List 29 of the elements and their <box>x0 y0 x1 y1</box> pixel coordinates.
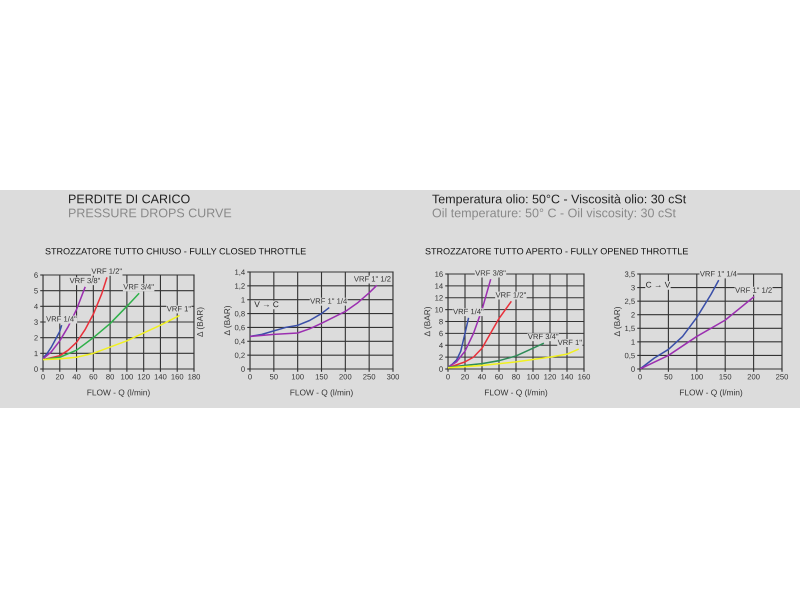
line-series <box>43 286 86 360</box>
line-series <box>250 285 378 338</box>
x-axis-title: FLOW - Q (l/min) <box>484 389 548 398</box>
x-axis-title: FLOW - Q (l/min) <box>680 389 742 398</box>
line-series <box>43 325 62 359</box>
x-axis-title: FLOW - Q (l/min) <box>290 389 353 398</box>
chart-title: STROZZATORE TUTTO CHIUSO - FULLY CLOSED THROTTLE <box>45 248 306 254</box>
y-axis-title: Δ (BAR) <box>424 306 432 336</box>
y-axis-title: Δ (BAR) <box>196 307 205 337</box>
line-series <box>640 296 754 369</box>
y-axis-title: Δ (BAR) <box>224 306 232 336</box>
line-series <box>43 277 108 360</box>
annotation: V → C <box>254 301 279 308</box>
text: Oil temperature: 50° C - Oil viscosity: 30 cSt <box>432 208 676 220</box>
text: Temperatura olio: 50°C - Viscosità olio: 30 cSt <box>432 194 686 206</box>
line-series <box>448 342 544 368</box>
x-axis-title: FLOW - Q (l/min) <box>87 389 150 398</box>
text: PERDITE DI CARICO <box>69 194 190 204</box>
line-series <box>448 279 492 368</box>
line-series <box>640 280 720 369</box>
line-series <box>43 314 180 360</box>
line-series <box>448 318 470 368</box>
chart-title: STROZZATORE TUTTO APERTO - FULLY OPENED THROTTLE <box>425 248 688 254</box>
text: PRESSURE DROPS CURVE <box>69 208 232 218</box>
line-series <box>448 348 579 369</box>
y-axis-title: Δ (BAR) <box>614 306 622 336</box>
annotation: C → V <box>646 282 670 288</box>
line-series <box>43 293 140 360</box>
line-series <box>250 307 330 338</box>
